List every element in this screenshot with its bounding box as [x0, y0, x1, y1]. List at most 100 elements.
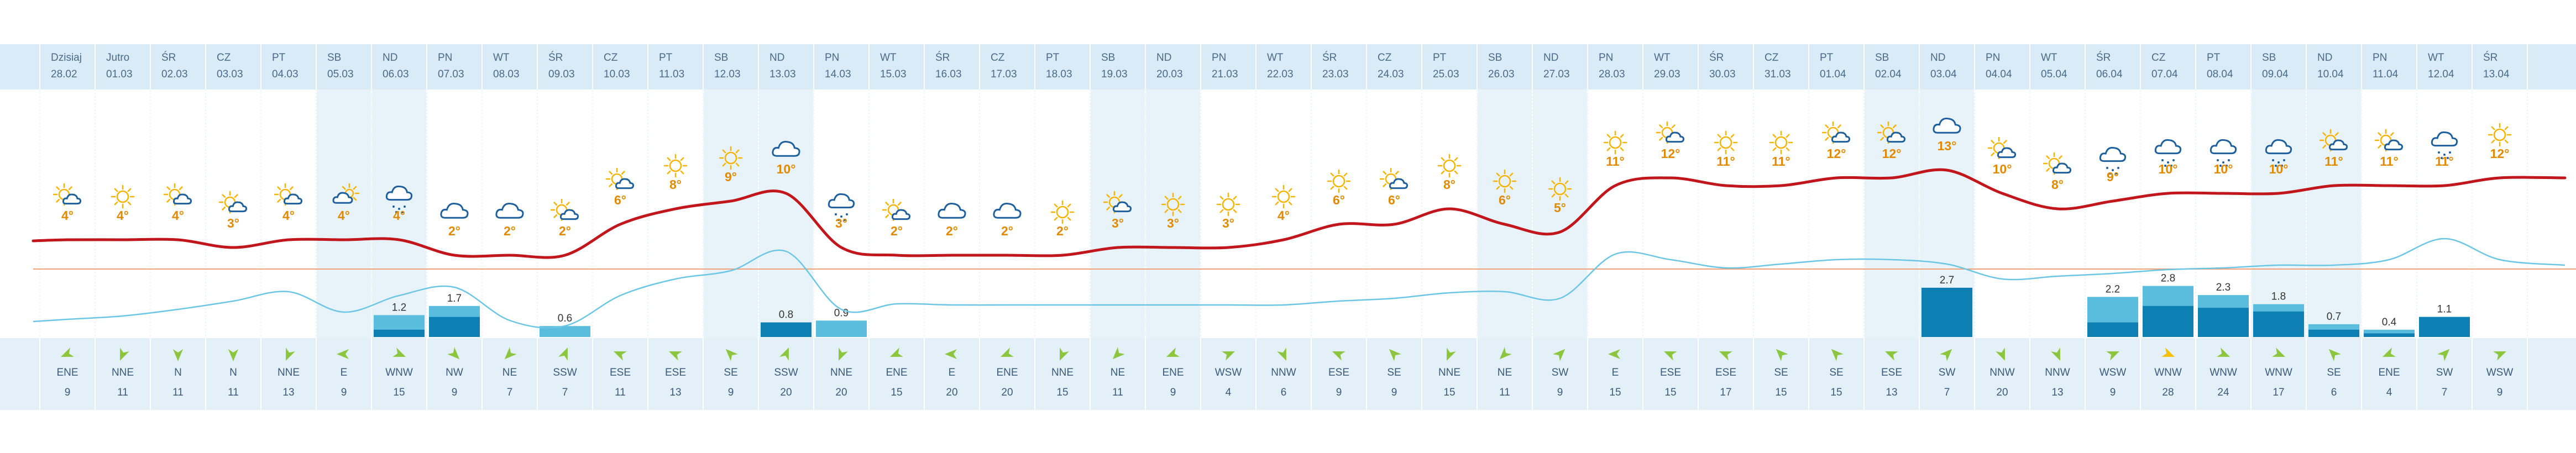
date-label: 14.03 — [825, 69, 851, 80]
temperature-label: 4° — [117, 208, 129, 223]
sun-ray — [1343, 172, 1348, 177]
temperature-label: 6° — [1333, 193, 1345, 207]
wind-direction: E — [341, 367, 348, 378]
weekend-band — [371, 89, 427, 338]
precip-value: 2.8 — [2161, 273, 2175, 285]
precip-bar-heavy — [429, 317, 480, 337]
wind-speed: 4 — [1226, 387, 1232, 398]
precip-value: 1.8 — [2271, 291, 2286, 303]
temperature-label: 11° — [1772, 154, 1790, 168]
wind-direction: ESE — [610, 367, 631, 378]
temperature-label: 11° — [1716, 154, 1735, 168]
sun-disc — [1222, 198, 1235, 211]
wind-speed: 7 — [1944, 387, 1950, 398]
date-label: 26.03 — [1488, 69, 1515, 80]
cloud-shape — [2154, 139, 2182, 155]
sun-disc — [1774, 136, 1788, 149]
cloud-shape — [615, 178, 635, 189]
wind-direction: WNW — [2210, 367, 2237, 378]
snow-dot — [398, 208, 400, 210]
date-label: 19.03 — [1101, 69, 1128, 80]
wind-direction: NNE — [112, 367, 134, 378]
wind-arrow-icon — [120, 347, 129, 361]
date-label: 30.03 — [1709, 69, 1736, 80]
cloud-shape — [1831, 131, 1851, 143]
day-label: WT — [2428, 52, 2444, 64]
temperature-label: 11° — [2380, 154, 2399, 168]
sun-ray — [1441, 170, 1445, 175]
snow-dot — [2277, 161, 2280, 164]
day-label: SB — [1101, 52, 1115, 64]
date-label: 28.03 — [1599, 69, 1625, 80]
sun-ray — [1054, 203, 1058, 208]
day-label: Dzisiaj — [51, 52, 82, 64]
day-label: WT — [1267, 52, 1284, 64]
sun-ray — [1383, 183, 1387, 187]
sun-ray — [1067, 217, 1071, 221]
sun-ray — [1106, 206, 1111, 210]
precip-value: 1.1 — [2437, 304, 2452, 315]
wind-arrow-icon — [228, 349, 238, 361]
wind-direction: ENE — [1162, 367, 1184, 378]
sun-cloud-icon — [550, 198, 579, 222]
sun-ray — [885, 202, 889, 206]
wind-arrow-icon — [1776, 349, 1788, 361]
date-label: 04.03 — [272, 69, 299, 80]
sun-disc — [669, 159, 682, 172]
cloud-snow-icon — [2265, 139, 2292, 167]
cloud-snow-icon — [2431, 131, 2458, 159]
cloud-shape — [385, 185, 413, 201]
temperature-label: 3° — [1167, 216, 1179, 230]
sun-ray — [1825, 136, 1829, 141]
sun-ray — [2491, 139, 2495, 144]
date-label: 27.03 — [1543, 69, 1570, 80]
wind-direction: SSW — [553, 367, 577, 378]
cloud-snow-icon — [2210, 139, 2237, 167]
sun-ray — [353, 197, 357, 201]
day-label: WT — [2041, 52, 2057, 64]
wind-arrow-icon — [613, 351, 627, 361]
temperature-label: 4° — [1277, 208, 1290, 223]
wind-direction: SW — [1939, 367, 1956, 378]
snow-dot — [2441, 157, 2443, 159]
wind-direction: SE — [724, 367, 737, 378]
snow-dot — [2219, 165, 2222, 167]
wind-speed: 11 — [615, 387, 626, 398]
sun-disc — [2493, 128, 2506, 141]
day-label: ŚR — [161, 51, 176, 64]
sun-ray — [1496, 186, 1500, 190]
wind-direction: NW — [446, 367, 463, 378]
sun-ray — [1343, 186, 1348, 190]
cloud-shape — [2265, 139, 2292, 155]
wind-arrow-icon — [1940, 349, 1952, 361]
wind-direction: NE — [502, 367, 517, 378]
day-label: PT — [2207, 52, 2221, 64]
temperature-label: 2° — [946, 224, 958, 238]
temperature-label: 3° — [835, 216, 847, 230]
sun-icon — [111, 185, 135, 209]
sun-ray — [1177, 209, 1182, 213]
sun-ray — [2504, 139, 2509, 144]
snow-dot — [835, 213, 837, 215]
sun-ray — [1509, 172, 1514, 177]
day-label: ND — [769, 52, 784, 64]
precip-value: 0.7 — [2327, 311, 2341, 323]
wind-arrow-icon — [2382, 347, 2396, 357]
wind-arrow-icon — [337, 349, 349, 359]
cloud-shape — [2210, 139, 2237, 155]
sun-ray — [1509, 186, 1514, 190]
sun-ray — [1164, 209, 1169, 213]
sun-ray — [1551, 180, 1556, 185]
snow-dot — [2112, 169, 2114, 171]
temperature-label: 4° — [393, 208, 405, 223]
sun-ray — [2322, 144, 2327, 149]
wind-speed: 15 — [1830, 387, 1842, 398]
sun-ray — [2334, 132, 2339, 136]
wind-speed: 7 — [507, 387, 513, 398]
wind-direction: WSW — [2486, 367, 2514, 378]
sun-cloud-icon — [1987, 136, 2017, 160]
wind-speed: 11 — [172, 387, 184, 398]
snow-dot — [2281, 165, 2283, 167]
wind-direction: SE — [1774, 367, 1788, 378]
wind-direction: NNW — [1989, 367, 2014, 378]
